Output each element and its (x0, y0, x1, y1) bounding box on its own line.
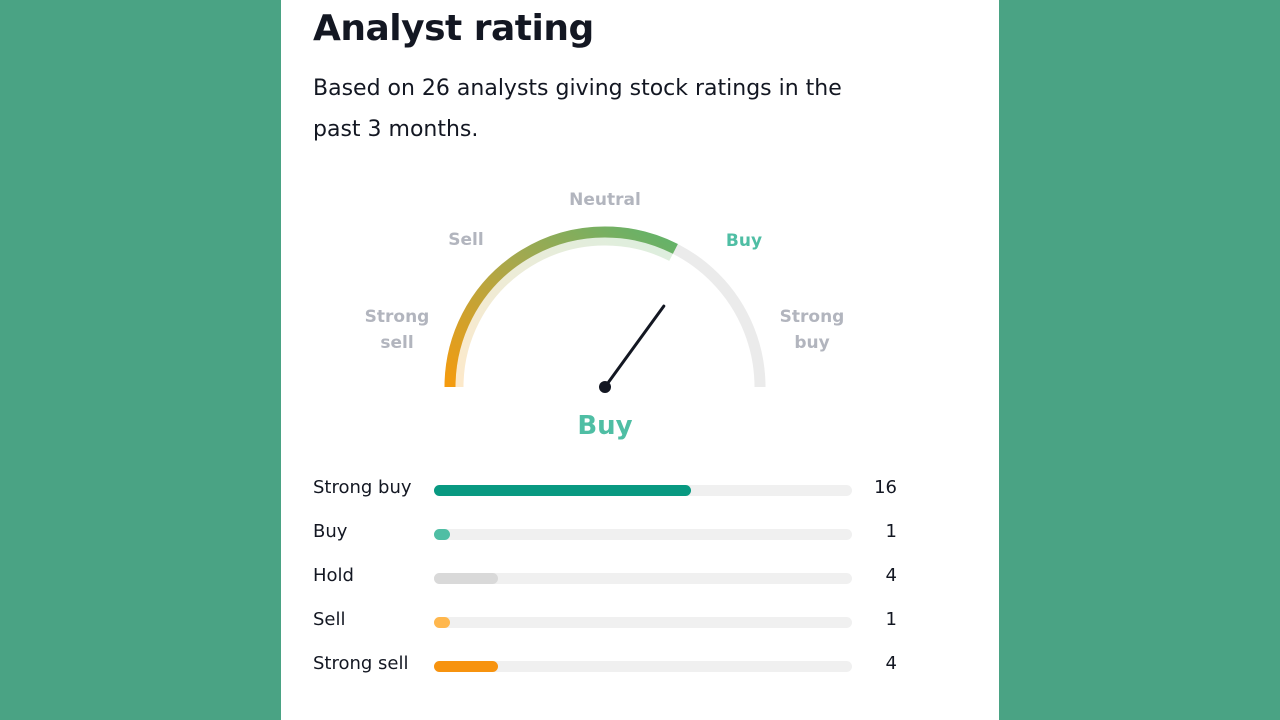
gauge-active-arc (444, 226, 678, 388)
gauge-inner-arc (454, 236, 674, 388)
gauge-label-sell: Sell (448, 230, 483, 250)
rating-row-count: 4 (885, 653, 897, 674)
rating-row-count: 4 (885, 565, 897, 586)
analyst-rating-card: Analyst rating Based on 26 analysts givi… (281, 0, 999, 720)
gauge-label-neutral: Neutral (569, 190, 641, 210)
gauge-label-strong-buy-1: Strong (780, 307, 845, 327)
rating-row-strong-buy: Strong buy 16 (313, 468, 913, 512)
gauge-label-strong-buy-2: buy (794, 333, 829, 353)
rating-row-label: Strong sell (313, 653, 409, 674)
rating-bar-fill (434, 573, 499, 584)
rating-row-count: 16 (874, 477, 897, 498)
rating-row-sell: Sell 1 (313, 600, 913, 644)
gauge-label-buy: Buy (726, 231, 762, 251)
rating-bar-track (434, 529, 852, 540)
gauge-needle (603, 304, 666, 389)
rating-bar-track (434, 485, 852, 496)
gauge-needle-hub (599, 381, 611, 393)
rating-bar-track (434, 617, 852, 628)
card-title: Analyst rating (313, 8, 594, 49)
rating-bar-track (434, 661, 852, 672)
rating-bar-fill (434, 529, 451, 540)
card-subtitle: Based on 26 analysts giving stock rating… (313, 76, 842, 142)
gauge-verdict: Buy (577, 411, 632, 441)
gauge-label-strong-sell-2: sell (380, 333, 413, 353)
rating-row-count: 1 (885, 521, 897, 542)
gauge-arcs (444, 226, 766, 388)
rating-row-label: Sell (313, 609, 346, 630)
gauge-label-strong-sell-1: Strong (365, 307, 430, 327)
rating-row-strong-sell: Strong sell 4 (313, 644, 913, 688)
rating-bar-fill (434, 661, 499, 672)
rating-row-hold: Hold 4 (313, 556, 913, 600)
rating-row-count: 1 (885, 609, 897, 630)
rating-row-label: Hold (313, 565, 354, 586)
gauge-track-arc (444, 226, 766, 388)
rating-row-label: Buy (313, 521, 348, 542)
rating-breakdown: Strong buy 16 Buy 1 Hold 4 Sell 1 Strong… (313, 468, 913, 688)
rating-bar-track (434, 573, 852, 584)
rating-row-label: Strong buy (313, 477, 412, 498)
rating-gauge: Strong sell Sell Neutral Buy Strong buy … (365, 190, 845, 441)
rating-row-buy: Buy 1 (313, 512, 913, 556)
rating-bar-fill (434, 485, 692, 496)
rating-bar-fill (434, 617, 451, 628)
